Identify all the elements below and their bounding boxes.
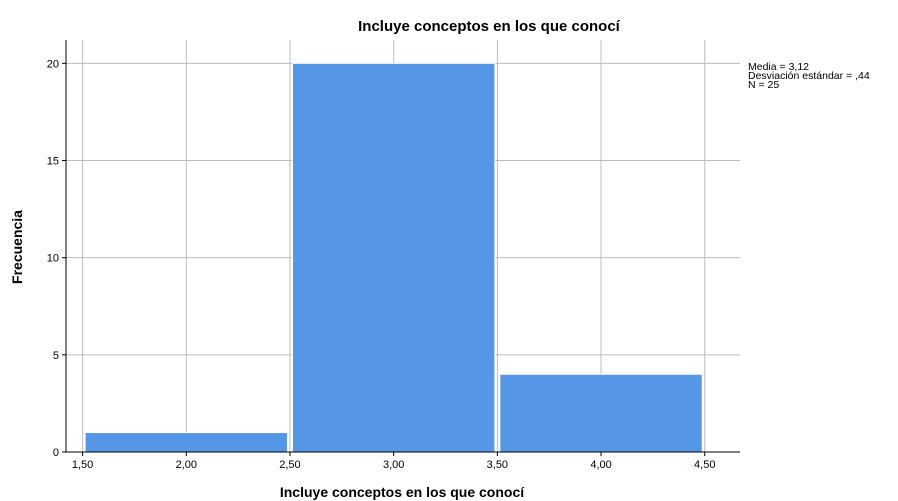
x-tick-label: 4,50 — [694, 459, 715, 471]
y-tick-label: 20 — [47, 58, 59, 70]
histogram-bar — [291, 62, 496, 453]
stat-mean: Media = 3,12 — [748, 61, 809, 73]
x-tick-label: 3,50 — [487, 459, 508, 471]
chart-title: Incluye conceptos en los que conocí — [358, 18, 621, 35]
x-tick-label: 3,00 — [383, 459, 404, 471]
x-tick-label: 2,00 — [176, 459, 197, 471]
histogram-bar — [499, 373, 703, 453]
bars-layer — [84, 62, 703, 453]
stat-n: N = 25 — [748, 79, 779, 91]
histogram-bar — [84, 432, 288, 453]
axes-layer — [65, 40, 740, 453]
x-tick-label: 1,50 — [72, 459, 93, 471]
x-tick-label: 4,00 — [590, 459, 611, 471]
x-tick-label: 2,50 — [279, 459, 300, 471]
y-tick-label: 10 — [47, 253, 59, 265]
y-tick-label: 0 — [53, 447, 59, 459]
statistics-box: Media = 3,12 Desviación estándar = ,44 N… — [748, 61, 870, 91]
y-tick-label: 5 — [53, 350, 59, 362]
y-axis-title: Frecuencia — [9, 210, 25, 284]
stat-std-dev: Desviación estándar = ,44 — [748, 70, 870, 82]
y-tick-label: 15 — [47, 155, 59, 167]
ticks-layer: 0 5 10 15 20 1,50 2,00 2,50 3,00 3,50 4,00 4,50 — [47, 58, 716, 471]
x-axis-title: Incluye conceptos en los que conocí — [280, 484, 525, 500]
